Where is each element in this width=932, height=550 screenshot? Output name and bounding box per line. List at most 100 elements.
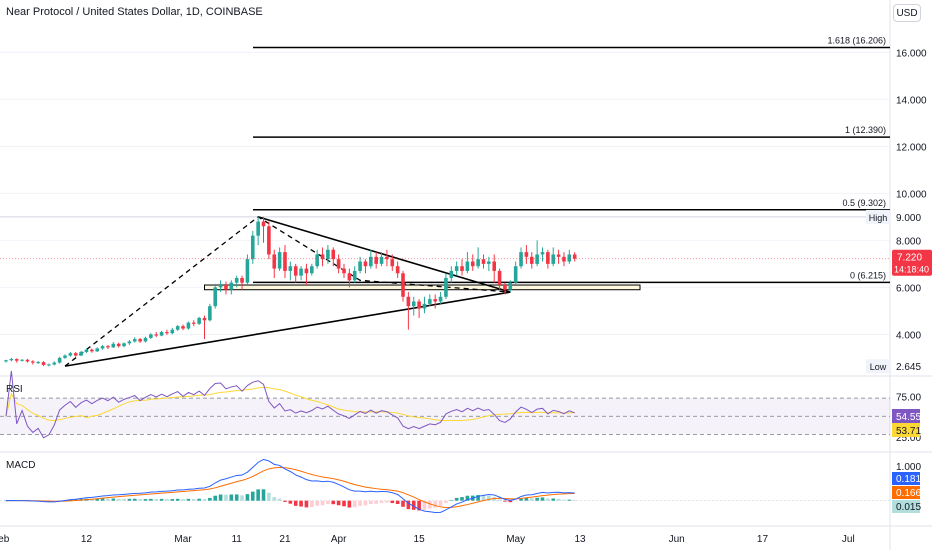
candle-body [326, 249, 330, 260]
candle-body [401, 273, 405, 297]
macd-histogram-bar [417, 500, 421, 511]
candle-body [470, 261, 475, 267]
rsi-pane: 75.00 25.00 54.55 53.71 [0, 370, 921, 444]
macd-histogram-bar [401, 500, 405, 507]
candle-body [433, 299, 437, 302]
macd-histogram-bar [438, 500, 443, 507]
fib-label: 0.5 (9.302) [842, 198, 886, 208]
candle-body [213, 287, 218, 307]
macd-histogram-bar [283, 500, 287, 502]
candle-body [25, 359, 30, 362]
candle-body [106, 346, 110, 348]
candle-body [293, 266, 298, 276]
macd-histogram-bar [406, 500, 411, 510]
candle-body [336, 259, 341, 269]
macd-histogram-bar [422, 500, 427, 510]
candle-body [186, 322, 191, 329]
candle-body [283, 252, 287, 271]
candle-body [132, 339, 137, 342]
candle-body [299, 268, 303, 276]
candle-body [385, 256, 389, 260]
candle-body [52, 362, 57, 365]
candle-body [342, 268, 346, 274]
x-tick-label: May [506, 534, 525, 545]
macd-histogram-bar [433, 500, 437, 508]
candles [0, 216, 890, 367]
candle-body [529, 256, 534, 264]
macd-histogram-bar [444, 500, 448, 503]
macd-histogram-bar [181, 499, 185, 501]
rsi-ma-value: 53.71 [896, 426, 921, 437]
chart-title: Near Protocol / United States Dollar, 1D… [6, 6, 263, 18]
y-tick-label: 10.000 [896, 189, 927, 200]
candle-body [245, 259, 250, 283]
candle-body [191, 322, 196, 324]
macd-title: MACD [6, 460, 36, 471]
macd-histogram-bar [395, 500, 400, 504]
macd-value: 0.181 [896, 474, 921, 485]
candle-body [84, 349, 89, 353]
candle-body [122, 343, 126, 347]
macd-histogram-bar [245, 494, 250, 501]
macd-histogram-bar [138, 499, 142, 501]
macd-histogram-bar [374, 500, 378, 504]
candle-body [454, 266, 459, 271]
macd-histogram-bar [272, 497, 277, 501]
candle-body [288, 266, 293, 271]
last-price-value: 7.220 [897, 253, 922, 264]
candle-body [229, 282, 234, 290]
candle-body [551, 254, 556, 264]
macd-histogram-bar [363, 500, 368, 506]
candle-body [234, 277, 239, 283]
candle-body [497, 270, 502, 286]
macd-histogram-bar [546, 498, 550, 501]
macd-histogram-bar [369, 500, 373, 505]
high-tag-bg [866, 209, 890, 224]
macd-histogram-bar [95, 498, 100, 501]
macd-histogram-bar [411, 500, 416, 510]
macd-histogram-bar [218, 494, 223, 501]
candle-body [111, 343, 116, 348]
candle-body [411, 301, 416, 307]
low-tag-bg [866, 359, 890, 374]
last-price-countdown: 14:18:40 [894, 265, 929, 275]
high-value: 9.000 [896, 213, 921, 224]
low-value: 2.645 [896, 362, 921, 373]
macd-histogram-bar [197, 498, 201, 501]
candle-body [465, 261, 470, 271]
macd-histogram-bar [213, 495, 218, 501]
macd-histogram-bar [186, 498, 191, 501]
macd-histogram-bar [154, 498, 159, 501]
candle-body [546, 252, 550, 264]
candle-body [406, 296, 411, 307]
macd-histogram-bar [535, 497, 539, 501]
candle-body [175, 326, 180, 330]
candle-body [363, 261, 368, 267]
currency-button[interactable]: USD [893, 4, 921, 22]
macd-histogram-bar [122, 498, 126, 501]
macd-histogram-bar [170, 499, 175, 501]
candle-body [73, 353, 78, 356]
candle-body [181, 326, 185, 329]
macd-histogram-bar [208, 497, 212, 501]
macd-histogram-bar [567, 499, 572, 501]
macd-histogram-bar [261, 489, 266, 501]
candle-body [572, 254, 577, 259]
candle-body [100, 346, 105, 349]
macd-histogram-bar [90, 498, 94, 501]
macd-histogram-bar [487, 495, 491, 501]
macd-histogram-bar [428, 500, 432, 509]
macd-histogram-bar [267, 492, 271, 501]
candle-body [224, 285, 228, 290]
candle-body [143, 337, 148, 342]
macd-histogram-bar [229, 494, 234, 501]
candle-body [417, 301, 421, 309]
rsi-value-tag [892, 409, 920, 423]
candle-body [556, 254, 561, 257]
y-tick-label: 12.000 [896, 142, 927, 153]
x-tick-label: Feb [0, 534, 10, 545]
macd-histogram-bar [240, 495, 244, 501]
macd-tick: 1.000 [896, 462, 921, 473]
macd-histogram-bar [4, 500, 8, 502]
